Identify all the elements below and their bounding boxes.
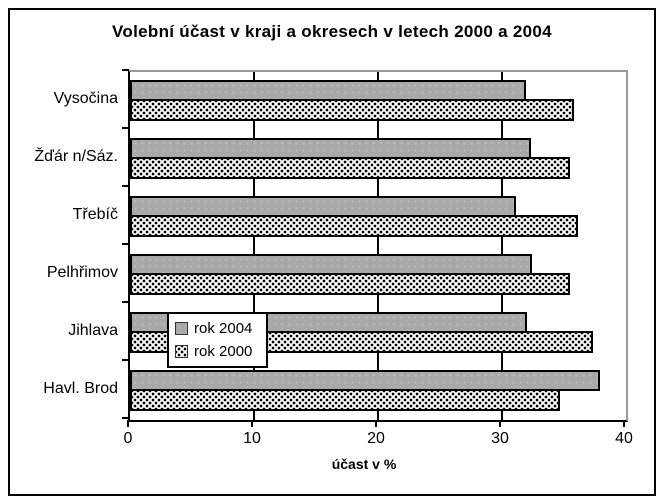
legend-label: rok 2000 xyxy=(194,342,253,360)
x-axis-tick xyxy=(251,420,253,427)
bar-rok-2000 xyxy=(130,157,571,179)
category-label: Třebíč xyxy=(72,206,118,223)
legend-entry: rok 2004 xyxy=(175,319,260,337)
bar-rok-2004 xyxy=(130,196,516,217)
x-tick-label: 0 xyxy=(123,430,133,447)
x-axis-tick xyxy=(127,420,129,427)
legend-label: rok 2004 xyxy=(194,319,253,337)
legend: rok 2004 rok 2000 xyxy=(167,312,268,368)
category-label: Havl. Brod xyxy=(43,380,118,397)
x-axis-title: účast v % xyxy=(331,456,397,472)
y-axis-tick xyxy=(122,69,129,71)
category-label: Vysočina xyxy=(53,90,118,107)
x-tick-label: 40 xyxy=(615,430,633,447)
x-axis-tick xyxy=(375,420,377,427)
bar-rok-2004 xyxy=(130,254,532,275)
y-axis-tick xyxy=(122,359,129,361)
bar-rok-2004 xyxy=(130,370,600,391)
bar-rok-2000 xyxy=(130,99,574,121)
chart-outer-border xyxy=(8,8,656,496)
category-label: Žďár n/Sáz. xyxy=(34,148,118,165)
y-axis-tick xyxy=(122,417,129,419)
legend-entry: rok 2000 xyxy=(175,342,260,360)
x-tick-label: 30 xyxy=(491,430,509,447)
x-tick-label: 10 xyxy=(243,430,261,447)
plot-area xyxy=(128,70,628,422)
x-axis-tick xyxy=(499,420,501,427)
x-axis-tick xyxy=(623,420,625,427)
bar-rok-2004 xyxy=(130,138,531,159)
gridline-20 xyxy=(377,72,379,420)
legend-swatch-solid xyxy=(175,322,188,335)
bar-rok-2004 xyxy=(130,80,526,101)
category-label: Pelhřimov xyxy=(46,264,118,281)
bar-rok-2000 xyxy=(130,273,571,295)
y-axis-tick xyxy=(122,301,129,303)
category-label: Jihlava xyxy=(68,322,118,339)
chart-title: Volební účast v kraji a okresech v letec… xyxy=(112,22,552,41)
gridline-30 xyxy=(501,72,503,420)
gridline-10 xyxy=(253,72,255,420)
x-tick-label: 20 xyxy=(367,430,385,447)
y-axis-tick xyxy=(122,185,129,187)
bar-rok-2000 xyxy=(130,389,561,411)
bar-rok-2000 xyxy=(130,215,578,237)
y-axis-tick xyxy=(122,127,129,129)
y-axis-tick xyxy=(122,243,129,245)
legend-swatch-dotted xyxy=(175,345,188,358)
